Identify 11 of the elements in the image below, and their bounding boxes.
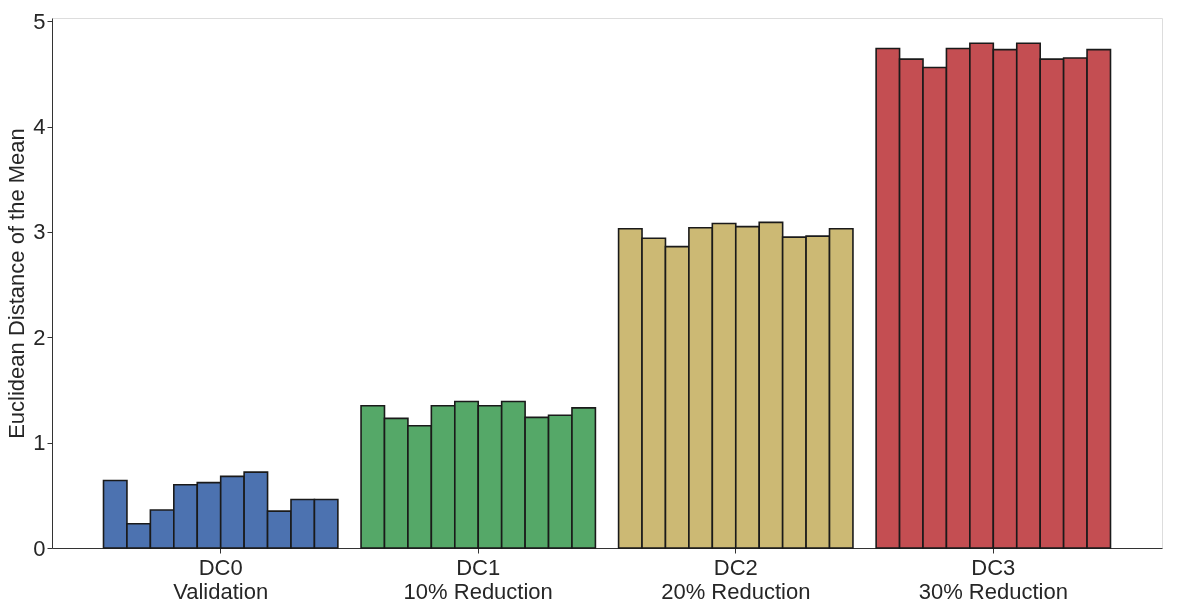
y-tick-label: 2 — [33, 324, 46, 350]
x-tick-label: DC3 30% Reduction — [918, 554, 1068, 604]
y-tick-label: 3 — [33, 219, 46, 245]
x-tick-label: DC1 10% Reduction — [403, 554, 553, 604]
x-tick-label: DC2 20% Reduction — [661, 554, 811, 604]
y-axis-title: Euclidean Distance of the Mean — [4, 128, 30, 439]
y-tick-label: 0 — [33, 535, 46, 561]
y-tick-label: 4 — [33, 114, 46, 140]
x-tick-label: DC0 Validation — [173, 554, 269, 604]
y-tick-label: 1 — [33, 430, 46, 456]
y-tick-label: 5 — [33, 8, 46, 34]
